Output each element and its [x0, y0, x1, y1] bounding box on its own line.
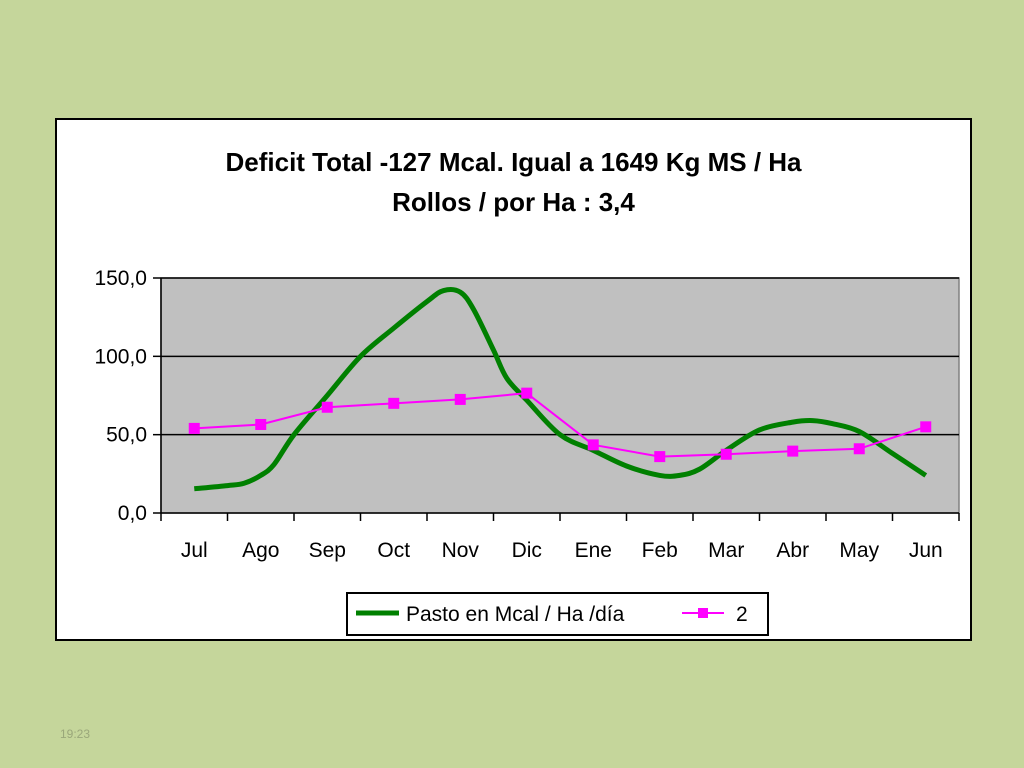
series-2-point [920, 421, 932, 433]
y-tick-label: 50,0 [106, 424, 147, 447]
series-2-point [188, 422, 200, 434]
x-tick-label: Feb [642, 539, 678, 562]
y-tick-label: 100,0 [94, 345, 147, 368]
chart-title: Deficit Total -127 Mcal. Igual a 1649 Kg… [57, 142, 970, 222]
series-2-point [388, 397, 400, 409]
chart-frame: Deficit Total -127 Mcal. Igual a 1649 Kg… [55, 118, 972, 641]
series-line-pasto [194, 287, 928, 492]
chart-title-line-2: Rollos / por Ha : 3,4 [392, 187, 635, 217]
series-2-point [587, 439, 599, 451]
legend-label-pasto: Pasto en Mcal / Ha /día [406, 603, 625, 626]
x-tick-label: Ago [242, 539, 279, 562]
x-tick-label: Jul [181, 539, 208, 562]
x-tick-label: Dic [512, 539, 542, 562]
legend: Pasto en Mcal / Ha /día 2 [346, 592, 769, 636]
x-tick-label: Jun [909, 539, 943, 562]
series-2-point [787, 445, 799, 457]
legend-marker-series-2 [698, 608, 708, 618]
series-2-point [321, 401, 333, 413]
series-2-point [654, 451, 666, 463]
chart-title-line-1: Deficit Total -127 Mcal. Igual a 1649 Kg… [225, 147, 802, 177]
x-tick-label: Ene [575, 539, 612, 562]
y-tick-label: 0,0 [118, 502, 147, 525]
series-2-point [521, 387, 533, 399]
chart-svg: 0,0 50,0 100,0 150,0 Jul Ago Sep Oct Nov Dic Ene Fe… [94, 267, 960, 562]
plot-area [160, 277, 960, 514]
series-2-point [720, 448, 732, 460]
series-line-2 [194, 392, 927, 458]
legend-label-series-2: 2 [736, 603, 748, 626]
series-2-point [454, 393, 466, 405]
x-tick-label: Mar [708, 539, 744, 562]
axes: 0,0 50,0 100,0 150,0 Jul Ago Sep Oct Nov Dic Ene Fe… [94, 267, 960, 562]
slide-timestamp: 19:23 [60, 727, 91, 741]
x-tick-label: May [839, 539, 879, 562]
x-tick-label: Sep [309, 539, 346, 562]
x-tick-label: Nov [442, 539, 480, 562]
series-2-point [255, 418, 267, 430]
y-tick-label: 150,0 [94, 267, 147, 290]
series-2-point [853, 443, 865, 455]
x-tick-label: Oct [377, 539, 410, 562]
x-tick-label: Abr [776, 539, 809, 562]
series-layer [188, 287, 932, 492]
